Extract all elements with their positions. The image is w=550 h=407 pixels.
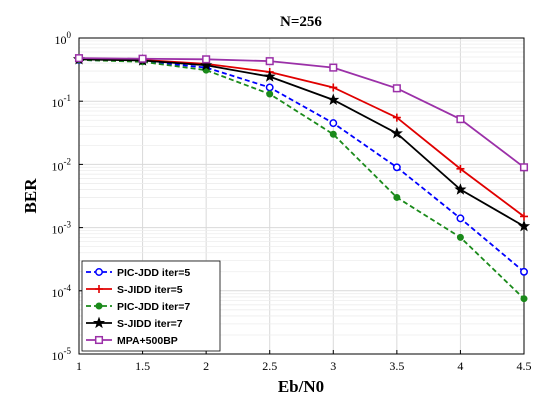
data-point [456,233,464,241]
data-point [329,83,338,92]
data-point [517,219,531,232]
legend-marker [95,268,103,276]
legend-label: PIC-JDD iter=7 [117,301,190,313]
data-point [390,126,403,139]
legend-item: S-JIDD iter=5 [86,284,183,296]
legend-marker [95,285,103,293]
data-point [456,214,465,223]
y-tick-label: 10-4 [52,283,72,300]
data-point [519,163,529,172]
data-point [327,93,340,106]
x-tick-label: 1.5 [135,359,150,373]
y-tick-label: 10-5 [52,346,72,363]
data-point [454,183,467,195]
legend-item: PIC-JDD iter=5 [86,267,190,279]
data-point [265,57,274,66]
series-5 [74,54,529,172]
legend-label: S-JIDD iter=5 [117,284,183,296]
axis-ticks: 1 1.5 2 2.5 3 3.5 4 4.5 100 10-1 10-2 10-3 10-4 10-5 [52,30,532,373]
series-layer [72,52,531,303]
series-line [78,57,525,169]
data-point [74,54,84,63]
x-axis-label: Eb/N0 [278,377,324,396]
y-tick-label: 10-3 [52,220,72,237]
x-tick-label: 3 [330,359,336,373]
data-point [138,54,147,63]
legend-marker [94,335,104,345]
series-1 [75,55,528,276]
legend-label: S-JIDD iter=7 [117,318,183,330]
y-tick-label: 100 [55,30,72,47]
data-point [393,193,401,201]
y-tick-label: 10-1 [52,93,72,110]
legend-marker [92,316,106,329]
data-point [329,63,338,72]
data-point [456,164,465,173]
legend-label: PIC-JDD iter=5 [117,267,190,279]
series-line [78,59,525,300]
data-point [329,119,338,128]
data-point [263,70,276,82]
chart-title: N=256 [280,14,322,30]
data-point [265,83,274,92]
legend: PIC-JDD iter=5 S-JIDD iter=5 PIC-JDD iter=… [81,260,221,352]
x-tick-label: 1 [76,359,82,373]
series-line [78,58,525,228]
data-point [392,113,401,122]
legend-item: S-JIDD iter=7 [86,316,183,330]
data-point [392,163,401,172]
legend-marker [95,302,103,310]
data-point [520,267,528,276]
series-line [78,59,525,273]
data-point [266,90,274,98]
data-point [456,115,465,124]
data-point [520,295,528,303]
y-tick-label: 10-2 [52,156,72,173]
x-tick-label: 4.5 [517,359,532,373]
x-tick-label: 2.5 [262,359,277,373]
data-point [392,84,401,93]
plot-frame [78,37,525,355]
legend-label: MPA+500BP [117,335,178,347]
data-point [202,55,211,64]
legend-item: MPA+500BP [86,335,178,347]
x-tick-label: 3.5 [389,359,404,373]
x-tick-label: 4 [457,359,463,373]
legend-item: PIC-JDD iter=7 [86,301,190,313]
data-point [520,212,528,221]
data-point [329,130,337,138]
y-axis-label: BER [21,178,40,214]
x-tick-label: 2 [203,359,209,373]
data-point [200,58,213,71]
